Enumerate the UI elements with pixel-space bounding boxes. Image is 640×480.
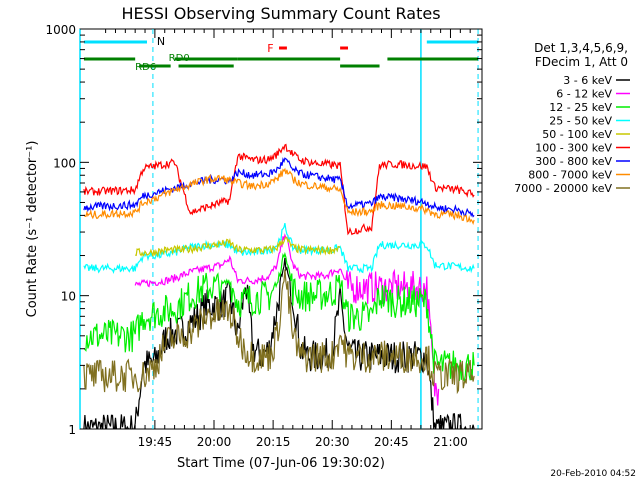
series-line-6 — [83, 143, 475, 236]
orbit-overlays: N F RD6 RD0 — [79, 29, 479, 429]
legend-label: 12 - 25 keV — [549, 101, 612, 114]
y-tick-label: 1 — [68, 423, 76, 437]
y-tick-label: 1000 — [45, 23, 76, 37]
x-tick-label: 19:45 — [138, 435, 173, 449]
axes-layer: 1 10 100 1000 19:45 20:00 20:15 20:30 20:45 21:00 — [45, 23, 482, 449]
legend-label: 300 - 800 keV — [535, 155, 612, 168]
y-tick-label: 100 — [53, 156, 76, 170]
series-line-9 — [83, 269, 475, 395]
series-line-3 — [83, 251, 475, 383]
chart-title: HESSI Observing Summary Count Rates — [121, 4, 440, 23]
legend-label: 6 - 12 keV — [556, 88, 612, 101]
legend-label: 800 - 7000 keV — [528, 169, 612, 182]
legend: Det 1,3,4,5,6,9, FDecim 1, Att 0 3 - 6 k… — [514, 41, 630, 195]
legend-label: 3 - 6 keV — [563, 74, 612, 87]
x-tick-label: 20:30 — [315, 435, 350, 449]
x-tick-label: 20:15 — [256, 435, 291, 449]
x-tick-label: 21:00 — [433, 435, 468, 449]
series-line-1 — [83, 257, 475, 429]
rd6-label: RD6 — [135, 62, 156, 73]
y-axis-label: Count Rate (s⁻¹ detector⁻¹) — [25, 141, 40, 318]
legend-title-line-1: Det 1,3,4,5,6,9, — [534, 41, 628, 55]
series-line-4 — [83, 222, 475, 275]
flare-label: F — [267, 42, 273, 55]
series-layer — [83, 143, 475, 429]
legend-label: 7000 - 20000 keV — [514, 182, 612, 195]
legend-label: 100 - 300 keV — [535, 142, 612, 155]
night-label: N — [157, 35, 165, 48]
series-line-8 — [83, 167, 475, 226]
series-line-5 — [135, 236, 341, 258]
y-axis-label-text: Count Rate (s⁻¹ detector⁻¹) — [25, 141, 40, 318]
legend-title-line-2: FDecim 1, Att 0 — [535, 55, 628, 69]
x-axis-label: Start Time (07-Jun-06 19:30:02) — [177, 456, 385, 471]
legend-label: 25 - 50 keV — [549, 115, 612, 128]
footer-timestamp: 20-Feb-2010 04:52 — [550, 469, 636, 479]
y-tick-label: 10 — [61, 290, 76, 304]
x-tick-label: 20:00 — [197, 435, 232, 449]
legend-label: 50 - 100 keV — [542, 128, 612, 141]
rd0-label: RD0 — [169, 53, 190, 64]
series-line-7 — [83, 157, 475, 218]
x-tick-label: 20:45 — [374, 435, 409, 449]
